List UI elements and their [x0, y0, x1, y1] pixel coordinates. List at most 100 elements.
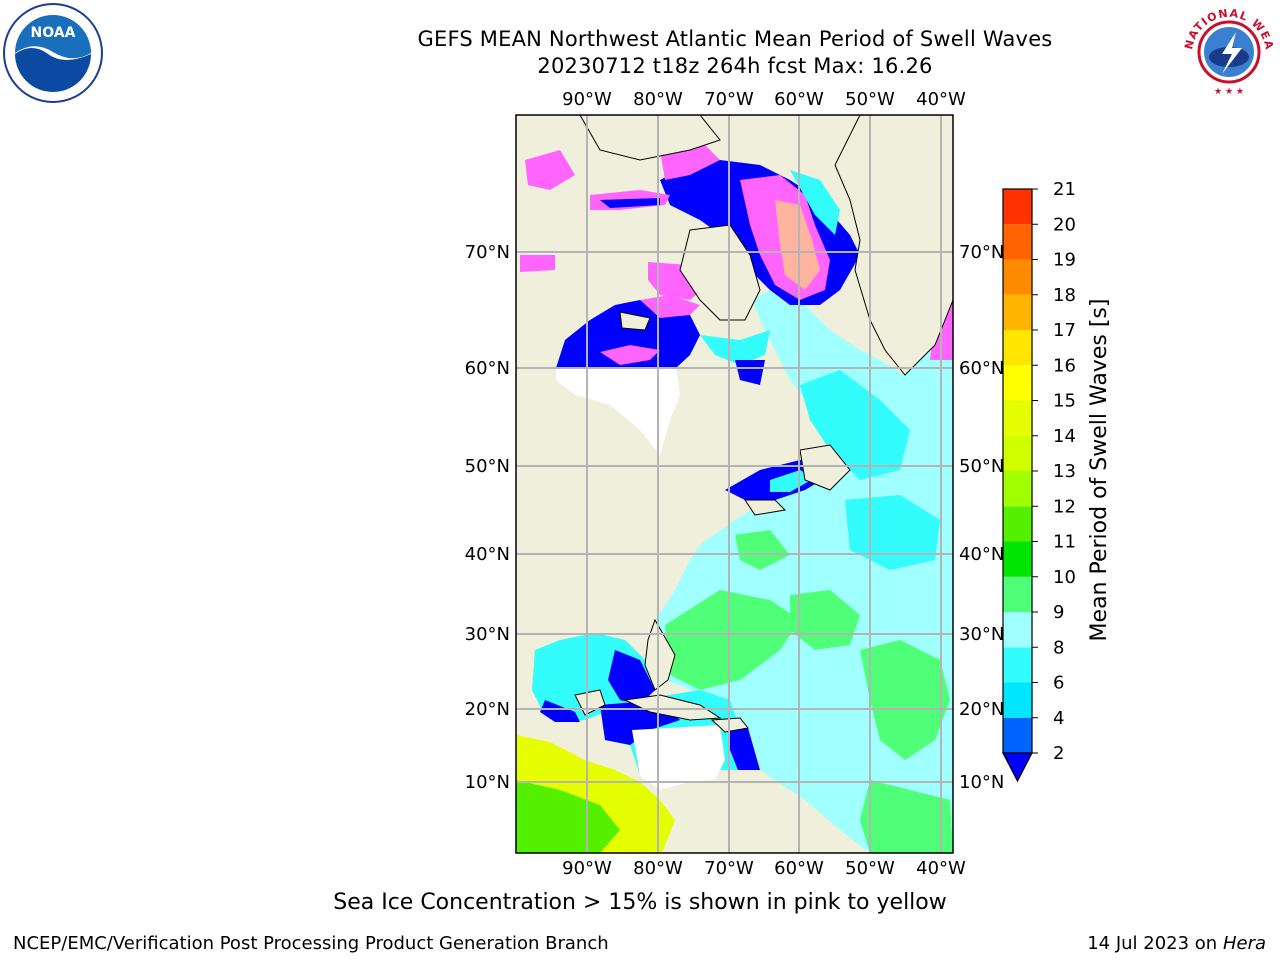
colorbar-tick-label: 9	[1053, 602, 1064, 623]
colorbar-segment	[1003, 435, 1032, 471]
latitude-labels-right: 70°N 60°N 50°N 40°N 30°N 20°N 10°N	[959, 242, 1004, 793]
graticule	[516, 115, 953, 853]
nws-stars-icon: ★ ★ ★	[1214, 87, 1244, 97]
latitude-label: 60°N	[465, 358, 510, 379]
colorbar-segment	[1003, 541, 1032, 577]
map-area	[516, 115, 953, 853]
greenland	[834, 115, 953, 376]
noaa-logo: NOAA	[3, 3, 103, 103]
colorbar-tick-label: 21	[1053, 179, 1076, 200]
latitude-label: 70°N	[465, 242, 510, 263]
arctic-channel-ice	[520, 255, 555, 272]
latitude-label: 60°N	[959, 358, 1004, 379]
colorbar-tick-label: 16	[1053, 355, 1076, 376]
colorbar-segment	[1003, 506, 1032, 542]
colorbar-segment	[1003, 471, 1032, 507]
longitude-labels-top: 90°W 80°W 70°W 60°W 50°W 40°W	[562, 89, 966, 110]
colorbar-label: Mean Period of Swell Waves [s]	[1087, 299, 1112, 642]
colorbar-segment	[1003, 365, 1032, 401]
latitude-label: 50°N	[959, 456, 1004, 477]
latitude-label: 30°N	[959, 624, 1004, 645]
footer-date-text: 14 Jul 2023 on	[1087, 933, 1223, 954]
florida	[644, 618, 676, 691]
footer-host: Hera	[1222, 933, 1266, 954]
longitude-label: 90°W	[562, 858, 612, 879]
colorbar-segment	[1003, 647, 1032, 683]
colorbar-segment	[1003, 682, 1032, 718]
map-frame	[515, 114, 954, 854]
colorbar-segment	[1003, 612, 1032, 648]
ellesmere-islands	[579, 115, 721, 161]
swell-9-10s-region	[860, 780, 953, 853]
hudson-sea-ice	[640, 295, 700, 318]
arctic-channel-ice	[525, 150, 575, 190]
colorbar-tick-label: 19	[1053, 250, 1076, 271]
longitude-label: 80°W	[633, 858, 683, 879]
colorbar-tick-label: 4	[1053, 708, 1064, 729]
footer-credit: NCEP/EMC/Verification Post Processing Pr…	[13, 933, 609, 954]
chart-title: GEFS MEAN Northwest Atlantic Mean Period…	[417, 27, 1053, 51]
swell-8-9s-region	[800, 370, 910, 480]
swell-9-10s-region	[735, 530, 790, 570]
hudson-sea-ice	[600, 345, 660, 365]
ungava-bay	[735, 360, 765, 385]
gulf-low-period	[608, 650, 655, 705]
longitude-label: 50°W	[845, 89, 895, 110]
swell-9-10s-region	[665, 590, 800, 690]
longitude-label: 90°W	[562, 89, 612, 110]
chart-subtitle: 20230712 t18z 264h fcst Max: 16.26	[537, 54, 933, 78]
noaa-logo-text: NOAA	[31, 25, 76, 41]
longitude-label: 60°W	[774, 858, 824, 879]
caribbean-no-data	[632, 725, 725, 790]
arctic-channel-water	[600, 198, 660, 208]
caribbean-low-period	[728, 720, 760, 770]
latitude-label: 70°N	[959, 242, 1004, 263]
colorbar-tick-label: 17	[1053, 320, 1076, 341]
colorbar-extend-arrow	[1002, 752, 1033, 783]
nws-logo: NATIONAL WEATHER SERVICE ★ ★ ★	[1178, 2, 1275, 97]
sea-ice-note: Sea Ice Concentration > 15% is shown in …	[333, 890, 947, 915]
colorbar-segment	[1003, 224, 1032, 260]
longitude-label: 70°W	[704, 858, 754, 879]
cuba	[623, 694, 722, 721]
latitude-label: 20°N	[465, 699, 510, 720]
colorbar-tick-label: 2	[1053, 743, 1064, 764]
colorbar-tick-label: 14	[1053, 426, 1076, 447]
longitude-label: 50°W	[845, 858, 895, 879]
longitude-label: 40°W	[916, 89, 966, 110]
longitude-label: 60°W	[774, 89, 824, 110]
longitude-label: 70°W	[704, 89, 754, 110]
baffin-sea-ice-thick	[775, 200, 820, 290]
latitude-label: 50°N	[465, 456, 510, 477]
colorbar-segment	[1003, 294, 1032, 330]
colorbar-tick-label: 11	[1053, 532, 1076, 553]
colorbar-tick-label: 13	[1053, 461, 1076, 482]
colorbar: 2 4 6 8 9 10 11 12 13 14 15 16 17 18 19 20 21	[1002, 179, 1076, 783]
colorbar-tick-label: 10	[1053, 567, 1076, 588]
latitude-labels-left: 70°N 60°N 50°N 40°N 30°N 20°N 10°N	[465, 242, 510, 793]
colorbar-segment	[1003, 400, 1032, 436]
colorbar-tick-label: 15	[1053, 391, 1076, 412]
swell-8-9s-region	[845, 495, 940, 570]
longitude-label: 80°W	[633, 89, 683, 110]
colorbar-tick-label: 12	[1053, 496, 1076, 517]
latitude-label: 40°N	[465, 544, 510, 565]
colorbar-segment	[1003, 259, 1032, 295]
colorbar-tick-label: 6	[1053, 673, 1064, 694]
longitude-labels-bottom: 90°W 80°W 70°W 60°W 50°W 40°W	[562, 858, 966, 879]
colorbar-segment	[1003, 576, 1032, 612]
colorbar-segment	[1003, 330, 1032, 366]
colorbar-segment	[1003, 189, 1032, 225]
colorbar-tick-label: 18	[1053, 285, 1076, 306]
eastern-pacific-green	[516, 780, 620, 853]
southampton-island	[619, 311, 651, 331]
colorbar-segment	[1003, 717, 1032, 753]
colorbar-tick-label: 20	[1053, 214, 1076, 235]
gulf-low-period	[540, 700, 580, 722]
latitude-label: 10°N	[465, 772, 510, 793]
latitude-label: 10°N	[959, 772, 1004, 793]
newfoundland	[799, 444, 851, 491]
hudson-strait	[700, 330, 770, 365]
nova-scotia	[744, 499, 787, 516]
